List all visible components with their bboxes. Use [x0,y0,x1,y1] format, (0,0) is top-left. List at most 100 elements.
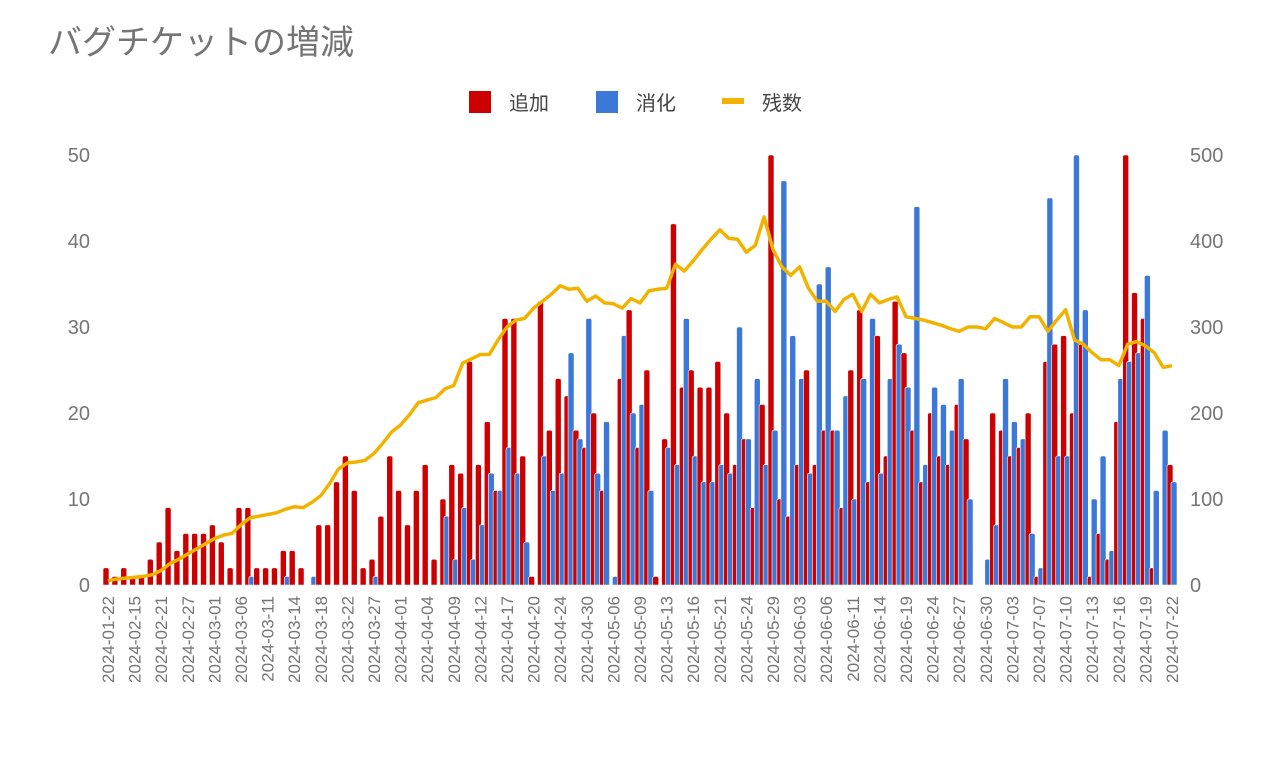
right-axis: 0 100 200 300 400 500 [1190,145,1223,597]
resolved-bar [1082,309,1089,586]
resolved-bar [940,404,947,586]
added-bar [359,567,367,586]
resolved-bar [1144,275,1151,586]
x-tick-label: 2024-07-16 [1110,596,1129,683]
resolved-bar [1090,498,1098,586]
bars [102,154,1178,586]
right-tick-label: 200 [1190,403,1223,425]
x-tick-label: 2024-05-13 [658,596,677,683]
x-tick-label: 2024-05-29 [764,596,783,683]
x-tick-label: 2024-06-06 [817,596,836,683]
x-tick-label: 2024-03-18 [312,596,331,683]
added-bar [315,524,323,586]
right-tick-label: 300 [1190,317,1223,339]
added-bar [217,541,225,586]
x-tick-label: 2024-02-15 [126,596,145,683]
x-tick-label: 2024-06-11 [844,596,863,682]
x-tick-label: 2024-05-06 [604,596,623,683]
left-tick-label: 40 [68,231,90,253]
added-bar [155,541,163,586]
added-bar [200,533,207,586]
resolved-bar [1161,429,1169,586]
chart-title: バグチケットの増減 [48,24,354,62]
added-bar [386,455,394,586]
added-bar [120,567,128,586]
left-tick-label: 50 [68,145,90,167]
legend-swatch-added [469,91,491,113]
right-tick-label: 100 [1190,489,1223,511]
resolved-bar [1073,154,1080,586]
resolved-bar [647,490,655,586]
added-bar [253,567,261,586]
added-bar [182,533,190,586]
added-bar [147,558,154,586]
resolved-bar [913,206,921,586]
added-bar [466,361,473,586]
resolved-bar [585,318,593,586]
added-bar [652,576,660,586]
right-tick-label: 0 [1190,575,1201,597]
x-tick-label: 2024-04-20 [525,596,544,683]
remaining-series-line [107,215,1173,583]
x-tick-label: 2024-03-11 [259,596,278,682]
left-tick-label: 30 [68,317,90,339]
x-tick-label: 2024-05-21 [711,596,730,683]
legend-label-resolved: 消化 [636,92,676,115]
legend-swatch-resolved [596,91,618,113]
added-bar [421,464,429,586]
added-bar [297,567,305,586]
resolved-bar [869,318,876,586]
x-tick-label: 2024-06-03 [791,596,810,683]
x-tick-label: 2024-06-30 [977,596,996,683]
added-bar [333,481,340,586]
added-bar [430,558,438,586]
resolved-bar [780,180,788,586]
resolved-bar [1099,455,1107,586]
x-tick-label: 2024-02-27 [179,596,198,683]
x-tick-label: 2024-04-01 [392,596,411,683]
x-tick-label: 2024-05-09 [631,596,650,683]
x-axis: 2024-01-22 2024-02-15 2024-02-21 2024-02-27… [99,596,1182,683]
resolved-bar [629,412,637,586]
x-tick-label: 2024-07-07 [1030,596,1049,683]
resolved-bar [860,378,867,586]
x-tick-label: 2024-07-19 [1136,596,1155,683]
resolved-bar [1046,197,1054,586]
x-tick-label: 2024-04-12 [471,596,490,683]
remaining-line [107,215,1173,583]
resolved-bar [523,541,531,586]
added-bar [244,507,252,586]
added-bar [280,550,287,586]
added-bar [342,455,349,586]
x-tick-label: 2024-01-22 [99,596,118,683]
x-tick-label: 2024-07-13 [1083,596,1102,683]
added-bar [235,507,243,586]
resolved-bar [931,386,938,586]
x-tick-label: 2024-07-03 [1003,596,1022,683]
added-bar [191,533,198,586]
resolved-bar [904,386,912,586]
resolved-bar [1002,378,1009,586]
resolved-bar [816,283,823,586]
added-bar [395,490,402,586]
legend-swatch-remaining [722,98,744,104]
x-tick-label: 2024-07-22 [1163,596,1182,683]
added-bar [528,576,535,586]
x-tick-label: 2024-04-09 [445,596,464,683]
added-bar [226,567,234,586]
resolved-bar [753,378,761,586]
x-tick-label: 2024-04-04 [418,596,437,683]
x-tick-label: 2024-06-24 [924,596,943,683]
x-tick-label: 2024-03-27 [365,596,384,683]
x-tick-label: 2024-07-10 [1057,596,1076,683]
resolved-bar [966,498,974,586]
resolved-bar [1152,490,1160,586]
resolved-bar [1170,481,1178,586]
added-bar [209,524,216,586]
x-tick-label: 2024-05-24 [737,596,756,683]
right-tick-label: 400 [1190,231,1223,253]
resolved-bar [824,266,832,586]
added-bar [271,567,278,586]
resolved-bar [833,429,841,586]
x-tick-label: 2024-04-17 [498,596,517,683]
